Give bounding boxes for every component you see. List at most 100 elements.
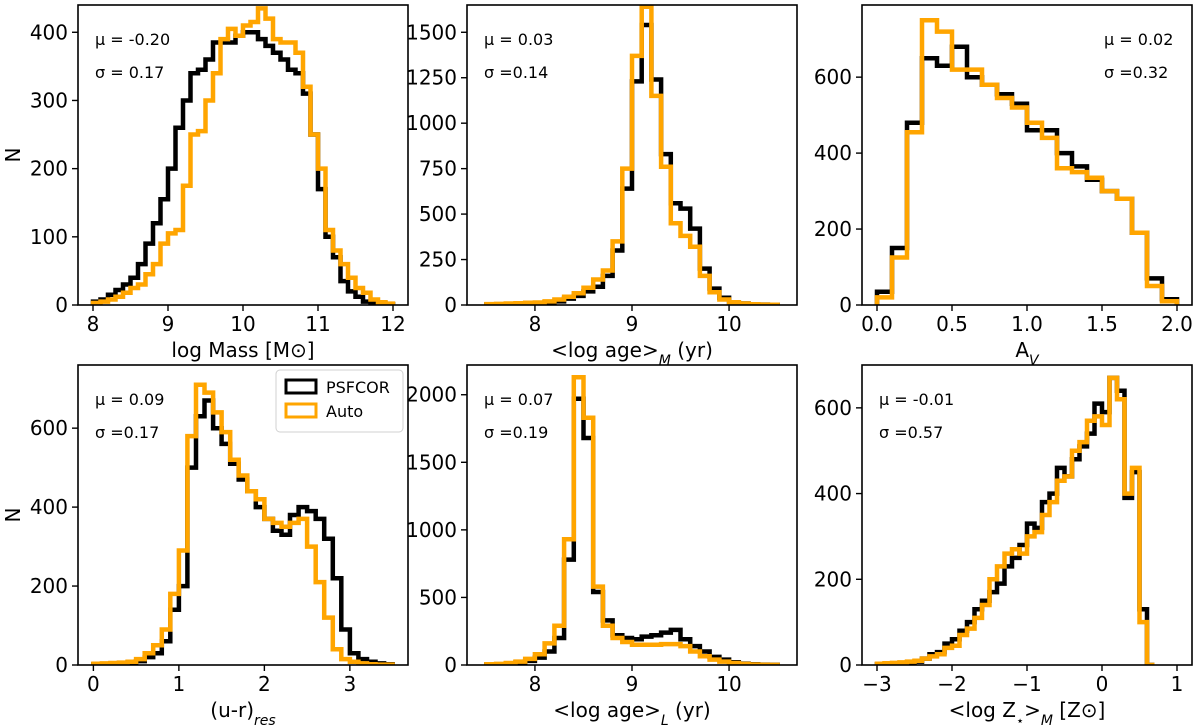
y-tick-label: 400 [30,495,68,519]
x-tick-label: −3 [862,672,891,696]
y-tick-label: 400 [814,482,852,506]
plot-area [874,375,1155,665]
mu-annotation: μ = 0.02 [1104,30,1173,49]
x-label-main: A [1015,338,1029,362]
panel-4: 0 1 2 3 0 200 400 600 (u-r)res Nμ = 0.09 σ =0.17 PS… [1,364,409,727]
axes-frame [77,4,409,306]
x-label-star: ⋆ [1016,714,1024,727]
y-tick-label: 200 [814,567,852,591]
x-tick-label: 9 [162,312,175,336]
y-tick-label: 0 [839,293,852,317]
sigma-annotation: σ =0.32 [1104,63,1168,82]
y-tick-label: 200 [814,217,852,241]
sigma-annotation: σ = 0.17 [95,63,164,82]
plot-area [484,5,780,305]
x-label-tail: (yr) [671,338,713,362]
x-tick-label: 1 [173,672,186,696]
y-tick-label: 1500 [406,20,457,44]
y-tick-label: 0 [55,653,68,677]
axes-frame [77,364,409,666]
x-label-sub: res [254,713,276,727]
x-tick-label: 2.0 [1161,312,1193,336]
x-tick-label: 1.0 [1011,312,1043,336]
sigma-annotation: σ =0.17 [95,423,159,442]
series-psfcor [874,375,1155,665]
series-auto [874,17,1180,305]
x-axis-label: <log Z⋆>M [Z⊙] [949,698,1106,727]
x-label-main: (u-r) [210,698,254,722]
series-auto [484,374,780,665]
x-axis-label: <log age>M (yr) [551,338,713,369]
x-label-tail: [Z⊙] [1053,698,1105,722]
panel-6: −3 −2 −1 0 1 0 200 400 600 <log Z⋆>M [Z⊙] μ = -0.0… [814,364,1193,727]
y-tick-label: 1000 [406,518,457,542]
y-axis-label: N [1,148,25,163]
x-label-mid: > [1024,698,1041,722]
series-auto [91,382,395,665]
x-tick-label: 1.5 [1086,312,1118,336]
x-tick-label: 10 [716,672,741,696]
y-tick-label: 400 [30,20,68,44]
y-tick-label: 0 [55,293,68,317]
y-tick-label: 100 [30,225,68,249]
x-tick-label: 9 [626,672,639,696]
plot-area [874,17,1180,305]
y-tick-label: 500 [419,585,457,609]
x-label-sub: M [659,353,671,369]
panel-5: 8 9 10 0 500 1000 1500 2000 <log age>L (yr) μ = 0… [406,364,798,727]
y-tick-label: 750 [419,157,457,181]
y-tick-label: 250 [419,248,457,272]
y-tick-label: 600 [30,416,68,440]
y-tick-label: 0 [444,293,457,317]
x-tick-label: 1 [1171,672,1184,696]
x-label-sub: V [1029,353,1040,369]
x-axis-label: AV [1015,338,1040,369]
y-tick-label: 0 [839,653,852,677]
y-axis-label: N [1,508,25,523]
x-tick-label: −1 [1012,672,1041,696]
y-tick-label: 600 [814,65,852,89]
sigma-annotation: σ =0.14 [484,63,548,82]
x-label-main: <log Z [949,698,1016,722]
series-auto [874,375,1155,665]
x-axis-label: (u-r)res [210,698,275,727]
legend-swatch-auto [284,402,318,419]
series-auto [90,6,396,305]
y-tick-label: 500 [419,202,457,226]
plot-area [484,374,780,665]
y-tick-label: 2000 [406,383,457,407]
mu-annotation: μ = 0.07 [484,390,553,409]
x-tick-label: 3 [343,672,356,696]
x-tick-label: 2 [258,672,271,696]
mu-annotation: μ = -0.20 [95,30,170,49]
x-tick-label: −2 [937,672,966,696]
plot-area [90,6,396,305]
x-label-sub: L [661,713,669,727]
x-tick-label: 8 [529,312,542,336]
axes-frame [861,4,1193,306]
mu-annotation: μ = 0.03 [484,30,553,49]
axes-frame [466,364,798,666]
y-tick-label: 200 [30,157,68,181]
y-tick-label: 1000 [406,111,457,135]
x-label-main: <log age> [553,698,661,722]
legend: PSFCOR Auto [275,369,404,433]
plot-area [91,382,395,665]
x-label-sub: M [1041,713,1053,727]
x-tick-label: 12 [380,312,405,336]
x-axis-label: log Mass [M⊙] [171,338,314,362]
y-tick-label: 0 [444,653,457,677]
x-tick-label: 0.0 [861,312,893,336]
series-auto [484,5,780,305]
y-tick-label: 300 [30,88,68,112]
y-tick-label: 1250 [406,66,457,90]
x-tick-label: 0 [1096,672,1109,696]
mu-annotation: μ = -0.01 [879,390,954,409]
sigma-annotation: σ =0.19 [484,423,548,442]
x-axis-label: <log age>L (yr) [553,698,710,727]
legend-label-psfcor: PSFCOR [326,378,390,397]
y-tick-label: 200 [30,574,68,598]
sigma-annotation: σ =0.57 [879,423,943,442]
